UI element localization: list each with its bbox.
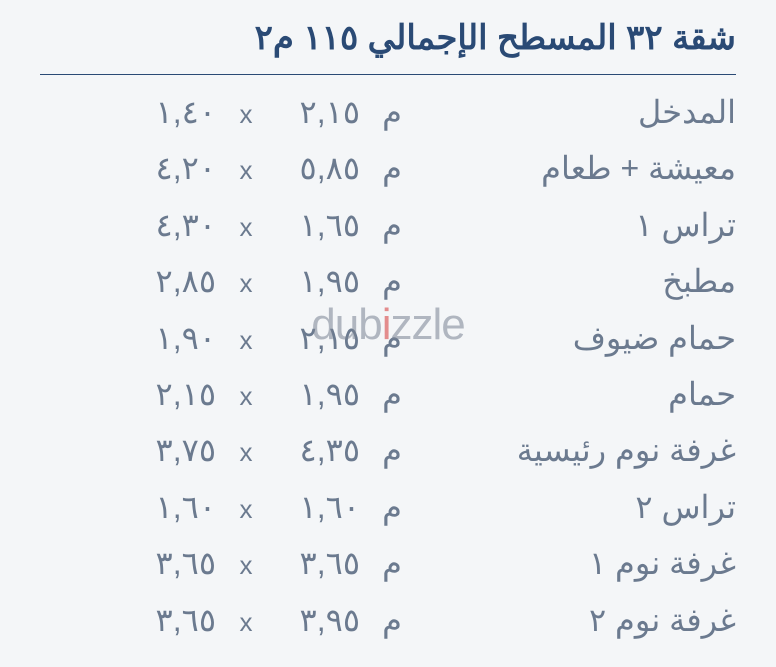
unit-label: م bbox=[378, 149, 406, 187]
table-row: معيشة + طعامم ٥,٨٥ x ٤,٢٠ bbox=[40, 149, 736, 187]
table-row: المدخلم ٢,١٥ x ١,٤٠ bbox=[40, 93, 736, 131]
dimension-separator: x bbox=[234, 268, 258, 299]
room-name: مطبخ bbox=[406, 262, 736, 300]
room-name: تراس ٢ bbox=[406, 488, 736, 526]
dimensions-card: شقة ٣٢ المسطح الإجمالي ١١٥ م٢ المدخلم٢,١… bbox=[0, 0, 776, 667]
dimension-separator: x bbox=[234, 381, 258, 412]
dimension-height: ١,٦٥ bbox=[276, 206, 360, 244]
room-name: غرفة نوم ٢ bbox=[406, 601, 736, 639]
dimension-height: ٤,٣٥ bbox=[276, 431, 360, 469]
room-dimensions: م ٢,١٥ x ١,٩٠ bbox=[40, 319, 406, 357]
dimension-width: ٢,١٥ bbox=[132, 375, 216, 413]
room-name: المدخل bbox=[406, 93, 736, 131]
room-dimensions: م ٥,٨٥ x ٤,٢٠ bbox=[40, 149, 406, 187]
room-dimensions: م ٤,٣٥ x ٣,٧٥ bbox=[40, 431, 406, 469]
dimension-separator: x bbox=[234, 99, 258, 130]
dimension-width: ٣,٦٥ bbox=[132, 544, 216, 582]
room-name: حمام bbox=[406, 375, 736, 413]
dimension-height: ٢,١٥ bbox=[276, 319, 360, 357]
dimension-height: ٥,٨٥ bbox=[276, 149, 360, 187]
room-dimensions: م ٢,١٥ x ١,٤٠ bbox=[40, 93, 406, 131]
card-title: شقة ٣٢ المسطح الإجمالي ١١٥ م٢ bbox=[40, 18, 736, 58]
unit-label: م bbox=[378, 488, 406, 526]
table-row: تراس ٢م ١,٦٠ x ١,٦٠ bbox=[40, 488, 736, 526]
room-dimensions: م ١,٩٥ x ٢,٨٥ bbox=[40, 262, 406, 300]
dimension-separator: x bbox=[234, 607, 258, 638]
table-row: حمام ضيوفم ٢,١٥ x ١,٩٠ bbox=[40, 319, 736, 357]
room-dimensions: م ٣,٦٥ x ٣,٦٥ bbox=[40, 544, 406, 582]
dimension-separator: x bbox=[234, 325, 258, 356]
dimension-height: ١,٩٥ bbox=[276, 375, 360, 413]
room-dimensions: م ١,٦٠ x ١,٦٠ bbox=[40, 488, 406, 526]
unit-label: م bbox=[378, 544, 406, 582]
unit-label: م bbox=[378, 431, 406, 469]
dimension-width: ١,٤٠ bbox=[132, 93, 216, 131]
dimension-width: ٣,٦٥ bbox=[132, 601, 216, 639]
room-dimensions: م ١,٦٥ x ٤,٣٠ bbox=[40, 206, 406, 244]
divider bbox=[40, 74, 736, 75]
dimension-separator: x bbox=[234, 550, 258, 581]
unit-label: م bbox=[378, 206, 406, 244]
dimension-height: ٢,١٥ bbox=[276, 93, 360, 131]
dimension-height: ٣,٦٥ bbox=[276, 544, 360, 582]
dimension-width: ٤,٢٠ bbox=[132, 149, 216, 187]
table-row: تراس ١م ١,٦٥ x ٤,٣٠ bbox=[40, 206, 736, 244]
table-row: مطبخم ١,٩٥ x ٢,٨٥ bbox=[40, 262, 736, 300]
room-dimensions: م ٣,٩٥ x ٣,٦٥ bbox=[40, 601, 406, 639]
table-row: غرفة نوم ١م ٣,٦٥ x ٣,٦٥ bbox=[40, 544, 736, 582]
dimension-height: ١,٩٥ bbox=[276, 262, 360, 300]
room-name: غرفة نوم ١ bbox=[406, 544, 736, 582]
room-name: غرفة نوم رئيسية bbox=[406, 431, 736, 469]
room-name: حمام ضيوف bbox=[406, 319, 736, 357]
dimension-separator: x bbox=[234, 437, 258, 468]
dimension-width: ١,٦٠ bbox=[132, 488, 216, 526]
dimension-width: ٣,٧٥ bbox=[132, 431, 216, 469]
table-row: غرفة نوم رئيسيةم ٤,٣٥ x ٣,٧٥ bbox=[40, 431, 736, 469]
table-row: حمامم ١,٩٥ x ٢,١٥ bbox=[40, 375, 736, 413]
table-row: غرفة نوم ٢م ٣,٩٥ x ٣,٦٥ bbox=[40, 601, 736, 639]
dimension-separator: x bbox=[234, 155, 258, 186]
room-list: المدخلم٢,١٥x١,٤٠معيشة + طعامم٥,٨٥x٤,٢٠تر… bbox=[40, 93, 736, 639]
unit-label: م bbox=[378, 375, 406, 413]
dimension-separator: x bbox=[234, 212, 258, 243]
dimension-width: ١,٩٠ bbox=[132, 319, 216, 357]
dimension-width: ٢,٨٥ bbox=[132, 262, 216, 300]
room-name: تراس ١ bbox=[406, 206, 736, 244]
dimension-width: ٤,٣٠ bbox=[132, 206, 216, 244]
room-name: معيشة + طعام bbox=[406, 149, 736, 187]
dimension-height: ٣,٩٥ bbox=[276, 601, 360, 639]
dimension-height: ١,٦٠ bbox=[276, 488, 360, 526]
room-dimensions: م ١,٩٥ x ٢,١٥ bbox=[40, 375, 406, 413]
unit-label: م bbox=[378, 262, 406, 300]
unit-label: م bbox=[378, 601, 406, 639]
unit-label: م bbox=[378, 93, 406, 131]
dimension-separator: x bbox=[234, 494, 258, 525]
unit-label: م bbox=[378, 319, 406, 357]
